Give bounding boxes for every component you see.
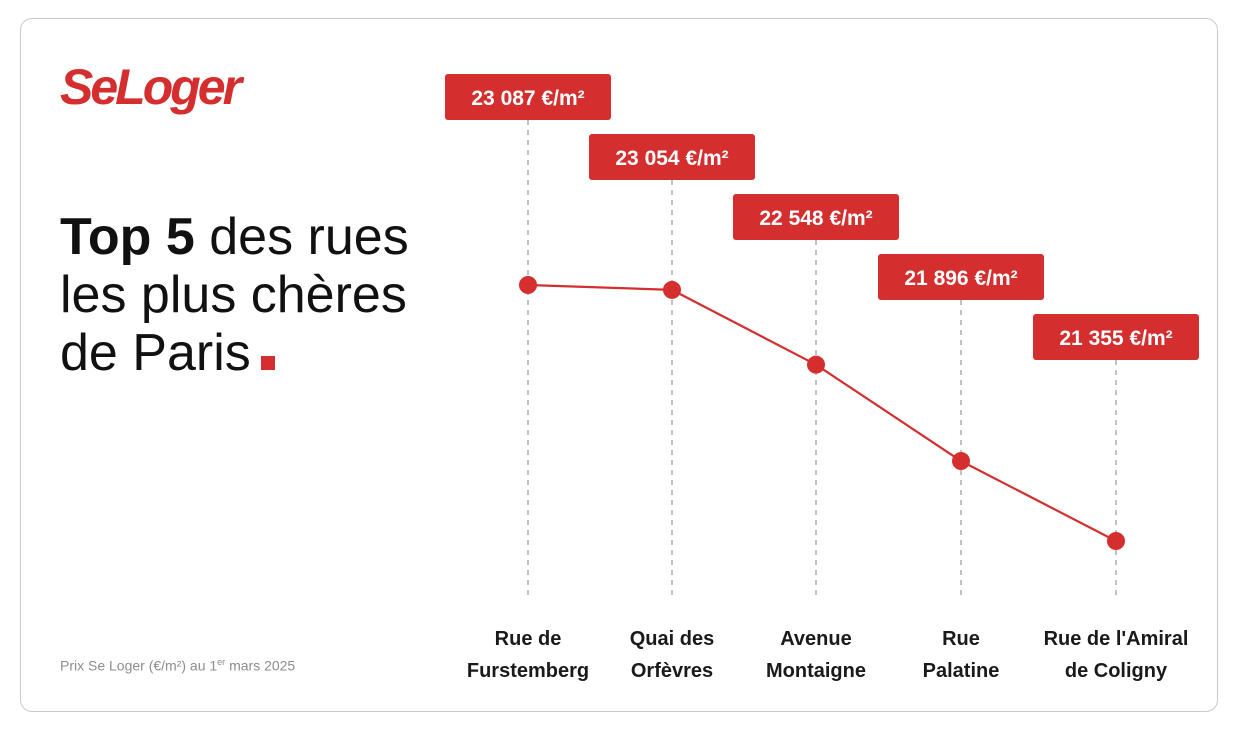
headline-line-3-text: de Paris (60, 324, 251, 382)
data-point (807, 355, 825, 374)
footnote-superscript: er (217, 657, 226, 667)
category-label: Palatine (923, 660, 1000, 682)
headline-line-3: de Paris (60, 324, 409, 382)
data-label: 23 087 €/m² (471, 87, 584, 110)
headline-line-1-rest: des rues (194, 208, 409, 266)
category-label: Quai des (630, 628, 714, 650)
data-point (519, 276, 537, 294)
footnote-suffix: mars 2025 (225, 657, 296, 674)
chart-headline: Top 5 des rues les plus chères de Paris (60, 208, 409, 382)
category-label: Furstemberg (467, 660, 589, 682)
category-label: Rue (942, 628, 980, 650)
seloger-logo: SeLoger (60, 59, 242, 115)
category-label: Orfèvres (631, 660, 713, 682)
value-badge (733, 194, 899, 240)
category-label: Avenue (780, 628, 852, 650)
red-square-icon (260, 356, 275, 370)
data-point (663, 280, 681, 299)
headline-line-2: les plus chères (60, 266, 407, 324)
data-point (1107, 532, 1125, 550)
headline-line-1: Top 5 des rues (60, 208, 409, 266)
data-label: 21 896 €/m² (904, 267, 1017, 290)
data-point (952, 452, 970, 471)
category-label: de Coligny (1065, 660, 1168, 682)
category-label: Rue de l'Amiral (1044, 628, 1189, 650)
value-badge (878, 254, 1044, 300)
data-label: 23 054 €/m² (615, 147, 728, 170)
data-label: 21 355 €/m² (1059, 327, 1172, 350)
data-label: 22 548 €/m² (759, 207, 872, 230)
category-label: Montaigne (766, 660, 866, 682)
value-badge (589, 134, 755, 180)
series-line (527, 283, 1117, 542)
source-footnote: Prix Se Loger (€/m²) au 1er mars 2025 (60, 657, 295, 674)
headline-bold: Top 5 (60, 208, 195, 266)
footnote-text: Prix Se Loger (€/m²) au 1 (60, 657, 218, 674)
chart-card (20, 18, 1218, 712)
category-label: Rue de (495, 628, 562, 650)
value-badge (1033, 314, 1199, 360)
value-badge (445, 74, 611, 120)
